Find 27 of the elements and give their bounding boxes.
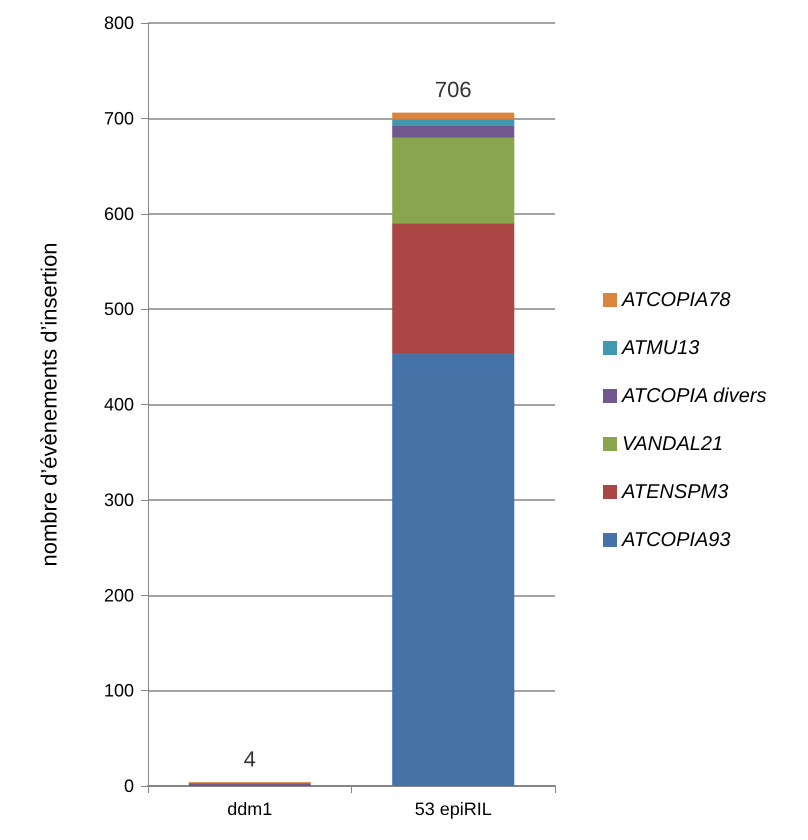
x-tick-label: ddm1 bbox=[227, 799, 272, 819]
bar bbox=[188, 783, 311, 786]
bar bbox=[392, 112, 514, 120]
bar bbox=[392, 137, 514, 224]
legend-label: ATMU13 bbox=[621, 337, 700, 359]
y-tick-label: 400 bbox=[104, 394, 134, 414]
legend-label: ATENSPM3 bbox=[621, 481, 728, 503]
y-tick-label: 800 bbox=[104, 13, 134, 33]
y-tick-label: 700 bbox=[104, 108, 134, 128]
bar bbox=[392, 126, 514, 138]
legend-label: ATCOPIA93 bbox=[621, 529, 731, 551]
y-tick-label: 500 bbox=[104, 299, 134, 320]
y-tick-label: 0 bbox=[124, 776, 134, 796]
legend-label: ATCOPIA divers bbox=[621, 385, 766, 407]
legend-label: ATCOPIA78 bbox=[621, 289, 731, 311]
y-tick-label: 200 bbox=[104, 585, 134, 606]
total-label: 4 bbox=[244, 746, 256, 772]
total-label: 706 bbox=[434, 77, 472, 102]
y-tick-label: 300 bbox=[104, 490, 134, 510]
bar bbox=[392, 353, 514, 786]
bar bbox=[392, 119, 514, 126]
x-tick-label: 53 epiRIL bbox=[414, 799, 492, 819]
y-axis-title: nombre d’évènements d’insertion bbox=[36, 242, 62, 567]
legend-label: VANDAL21 bbox=[622, 433, 724, 455]
bar bbox=[392, 223, 514, 353]
y-tick-label: 600 bbox=[104, 204, 134, 224]
y-tick-label: 100 bbox=[104, 680, 134, 701]
